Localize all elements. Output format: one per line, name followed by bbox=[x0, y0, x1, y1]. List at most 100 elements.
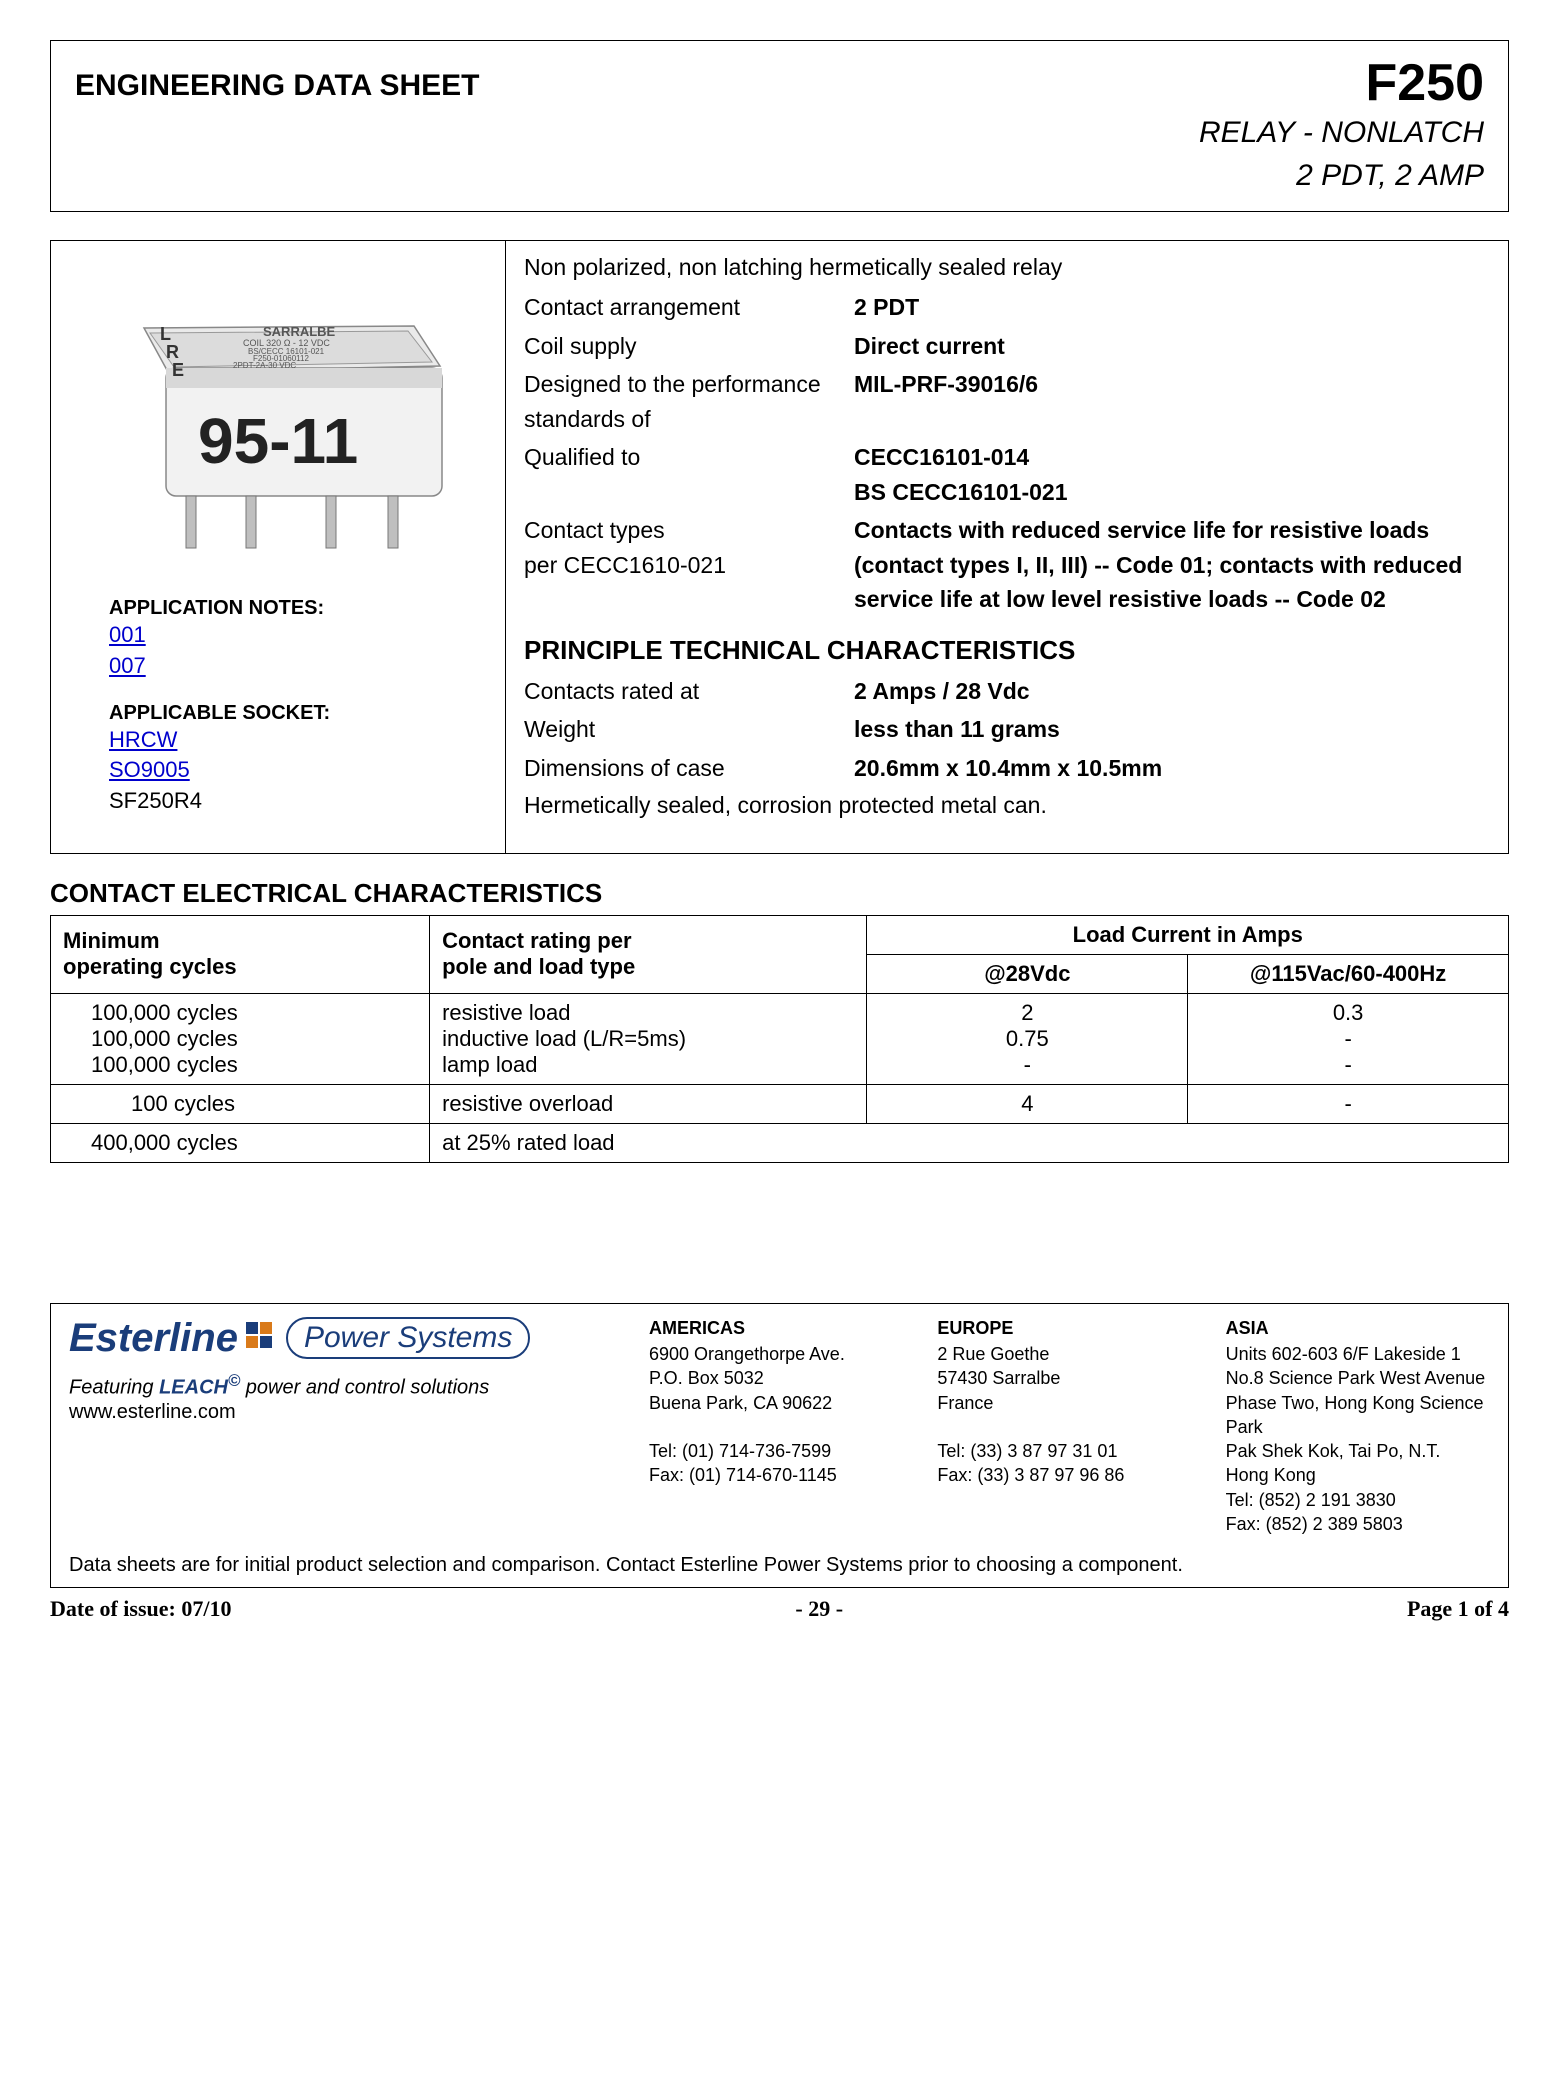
region-line: Buena Park, CA 90622 bbox=[649, 1391, 913, 1415]
spec-row: Dimensions of case20.6mm x 10.4mm x 10.5… bbox=[524, 751, 1490, 786]
th-min: Minimumoperating cycles bbox=[51, 915, 430, 993]
app-notes-label: APPLICATION NOTES: bbox=[71, 597, 485, 620]
socket-label: APPLICABLE SOCKET: bbox=[71, 702, 485, 725]
website[interactable]: www.esterline.com bbox=[69, 1401, 629, 1424]
th-rating: Contact rating perpole and load type bbox=[430, 915, 867, 993]
specs-block-1: Contact arrangement2 PDTCoil supplyDirec… bbox=[524, 290, 1490, 617]
page-center: - 29 - bbox=[795, 1596, 843, 1622]
region-line: Phase Two, Hong Kong Science Park bbox=[1226, 1391, 1490, 1440]
spec-label: Dimensions of case bbox=[524, 751, 854, 786]
app-note-link[interactable]: 001 bbox=[71, 620, 485, 651]
svg-text:95-11: 95-11 bbox=[198, 405, 358, 477]
spec-label: Qualified to bbox=[524, 440, 854, 509]
region-label: EUROPE bbox=[937, 1316, 1201, 1340]
issue-date: Date of issue: 07/10 bbox=[50, 1596, 231, 1622]
subtitle-1: RELAY - NONLATCH bbox=[1199, 113, 1484, 152]
region-col: AMERICAS6900 Orangethorpe Ave.P.O. Box 5… bbox=[649, 1316, 913, 1537]
socket-link[interactable]: HRCW bbox=[71, 725, 485, 756]
spec-label: Coil supply bbox=[524, 329, 854, 364]
region-line: 57430 Sarralbe bbox=[937, 1366, 1201, 1390]
th-115v: @115Vac/60-400Hz bbox=[1188, 954, 1509, 993]
spec-value: 20.6mm x 10.4mm x 10.5mm bbox=[854, 751, 1490, 786]
footer-note: Data sheets are for initial product sele… bbox=[69, 1554, 1490, 1577]
region-line: Pak Shek Kok, Tai Po, N.T. bbox=[1226, 1439, 1490, 1463]
th-load: Load Current in Amps bbox=[867, 915, 1509, 954]
info-left: 95-11 SARRALBE COIL 320 Ω - 12 VDC BS/CE… bbox=[51, 241, 506, 853]
spec-value: CECC16101-014BS CECC16101-021 bbox=[854, 440, 1490, 509]
part-number: F250 bbox=[1199, 57, 1484, 109]
spec-value: 2 Amps / 28 Vdc bbox=[854, 674, 1490, 709]
region-line bbox=[937, 1415, 1201, 1439]
region-col: EUROPE2 Rue Goethe57430 SarralbeFrance T… bbox=[937, 1316, 1201, 1537]
region-col: ASIAUnits 602-603 6/F Lakeside 1No.8 Sci… bbox=[1226, 1316, 1490, 1537]
header-box: ENGINEERING DATA SHEET F250 RELAY - NONL… bbox=[50, 40, 1509, 212]
spec-label: Designed to the performance standards of bbox=[524, 367, 854, 436]
region-line: France bbox=[937, 1391, 1201, 1415]
spec-value: Contacts with reduced service life for r… bbox=[854, 513, 1490, 617]
region-line bbox=[649, 1415, 913, 1439]
spec-row: Contact typesper CECC1610-021Contacts wi… bbox=[524, 513, 1490, 617]
svg-text:SARRALBE: SARRALBE bbox=[263, 324, 336, 339]
region-line: Units 602-603 6/F Lakeside 1 bbox=[1226, 1342, 1490, 1366]
spec-value: 2 PDT bbox=[854, 290, 1490, 325]
spec-row: Contacts rated at2 Amps / 28 Vdc bbox=[524, 674, 1490, 709]
header-right: F250 RELAY - NONLATCH 2 PDT, 2 AMP bbox=[1199, 57, 1484, 195]
footer-cols: AMERICAS6900 Orangethorpe Ave.P.O. Box 5… bbox=[649, 1316, 1490, 1537]
spec-value: Direct current bbox=[854, 329, 1490, 364]
socket-plain: SF250R4 bbox=[71, 786, 485, 817]
th-28v: @28Vdc bbox=[867, 954, 1188, 993]
region-line: P.O. Box 5032 bbox=[649, 1366, 913, 1390]
contact-table: Minimumoperating cycles Contact rating p… bbox=[50, 915, 1509, 1163]
region-label: ASIA bbox=[1226, 1316, 1490, 1340]
svg-text:L: L bbox=[160, 324, 171, 344]
socket-link[interactable]: SO9005 bbox=[71, 755, 485, 786]
region-line: Tel: (33) 3 87 97 31 01 bbox=[937, 1439, 1201, 1463]
contact-title: CONTACT ELECTRICAL CHARACTERISTICS bbox=[50, 878, 1509, 909]
svg-text:E: E bbox=[172, 360, 184, 380]
spec-row: Qualified toCECC16101-014BS CECC16101-02… bbox=[524, 440, 1490, 509]
spec-label: Contact typesper CECC1610-021 bbox=[524, 513, 854, 617]
intro-text: Non polarized, non latching hermetically… bbox=[524, 251, 1490, 284]
subtitle-2: 2 PDT, 2 AMP bbox=[1199, 156, 1484, 195]
page-footer: Date of issue: 07/10 - 29 - Page 1 of 4 bbox=[50, 1596, 1509, 1622]
hermetic-note: Hermetically sealed, corrosion protected… bbox=[524, 789, 1490, 822]
tagline: Featuring LEACH© power and control solut… bbox=[69, 1371, 629, 1400]
brand-name: Esterline bbox=[69, 1316, 238, 1361]
footer-top: Esterline Power Systems Featuring LEACH©… bbox=[69, 1316, 1490, 1537]
page-number: Page 1 of 4 bbox=[1407, 1596, 1509, 1622]
doc-title: ENGINEERING DATA SHEET bbox=[75, 57, 479, 103]
footer-box: Esterline Power Systems Featuring LEACH©… bbox=[50, 1303, 1509, 1589]
footer-brand: Esterline Power Systems Featuring LEACH©… bbox=[69, 1316, 629, 1537]
tech-title: PRINCIPLE TECHNICAL CHARACTERISTICS bbox=[524, 635, 1490, 666]
region-label: AMERICAS bbox=[649, 1316, 913, 1340]
region-line: Fax: (01) 714-670-1145 bbox=[649, 1463, 913, 1487]
specs-block-2: Contacts rated at2 Amps / 28 VdcWeightle… bbox=[524, 674, 1490, 786]
info-right: Non polarized, non latching hermetically… bbox=[506, 241, 1508, 853]
region-line: Fax: (33) 3 87 97 96 86 bbox=[937, 1463, 1201, 1487]
region-line: Fax: (852) 2 389 5803 bbox=[1226, 1512, 1490, 1536]
brand-squares-icon bbox=[246, 1322, 274, 1355]
region-line: 6900 Orangethorpe Ave. bbox=[649, 1342, 913, 1366]
spec-value: less than 11 grams bbox=[854, 712, 1490, 747]
spec-value: MIL-PRF-39016/6 bbox=[854, 367, 1490, 436]
spec-row: Designed to the performance standards of… bbox=[524, 367, 1490, 436]
spec-row: Contact arrangement2 PDT bbox=[524, 290, 1490, 325]
region-line: Hong Kong bbox=[1226, 1463, 1490, 1487]
region-line: Tel: (01) 714-736-7599 bbox=[649, 1439, 913, 1463]
region-line: Tel: (852) 2 191 3830 bbox=[1226, 1488, 1490, 1512]
table-row: 100,000 cycles100,000 cycles100,000 cycl… bbox=[51, 993, 1509, 1084]
region-line: 2 Rue Goethe bbox=[937, 1342, 1201, 1366]
spec-row: Coil supplyDirect current bbox=[524, 329, 1490, 364]
spec-label: Contact arrangement bbox=[524, 290, 854, 325]
brand-sub: Power Systems bbox=[286, 1317, 530, 1359]
app-note-link[interactable]: 007 bbox=[71, 651, 485, 682]
info-row: 95-11 SARRALBE COIL 320 Ω - 12 VDC BS/CE… bbox=[50, 240, 1509, 854]
relay-image: 95-11 SARRALBE COIL 320 Ω - 12 VDC BS/CE… bbox=[71, 253, 485, 583]
spec-row: Weightless than 11 grams bbox=[524, 712, 1490, 747]
table-row: 100 cyclesresistive overload4- bbox=[51, 1084, 1509, 1123]
svg-text:2PDT-2A-30 VDC: 2PDT-2A-30 VDC bbox=[233, 361, 296, 370]
spec-label: Contacts rated at bbox=[524, 674, 854, 709]
table-row: 400,000 cyclesat 25% rated load bbox=[51, 1123, 1509, 1162]
spec-label: Weight bbox=[524, 712, 854, 747]
svg-text:R: R bbox=[166, 342, 179, 362]
